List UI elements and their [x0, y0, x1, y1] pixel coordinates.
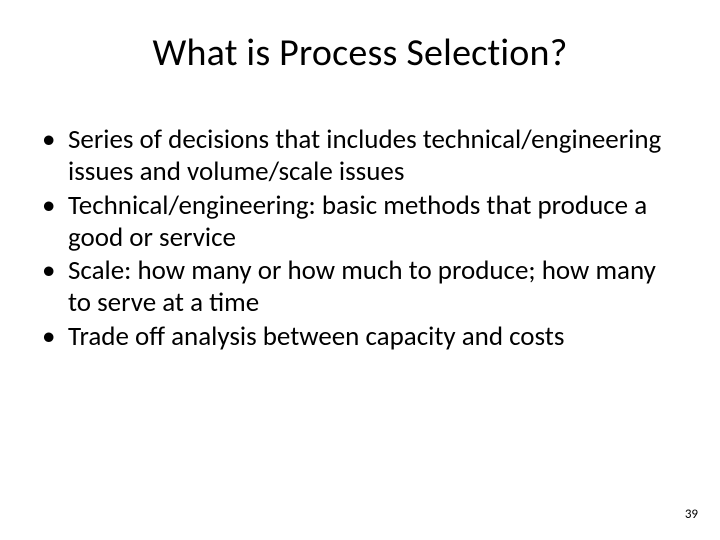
slide: What is Process Selection? Series of dec… [0, 0, 720, 540]
bullet-list: Series of decisions that includes techni… [36, 124, 684, 353]
list-item: Series of decisions that includes techni… [64, 124, 684, 188]
list-item: Scale: how many or how much to produce; … [64, 255, 684, 319]
list-item: Trade off analysis between capacity and … [64, 321, 684, 353]
slide-title: What is Process Selection? [36, 30, 684, 76]
list-item: Technical/engineering: basic methods tha… [64, 190, 684, 254]
page-number: 39 [685, 507, 698, 522]
